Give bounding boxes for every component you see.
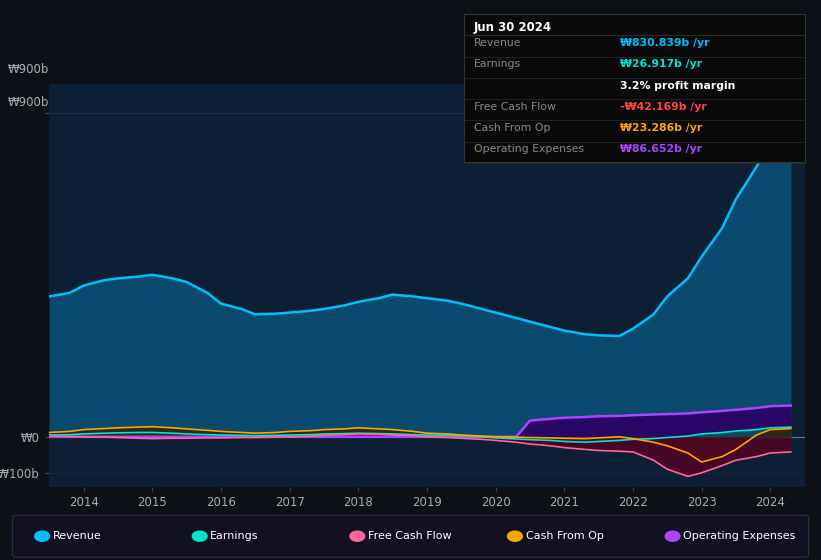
Text: ₩900b: ₩900b [7, 96, 49, 109]
Text: Cash From Op: Cash From Op [474, 123, 550, 133]
Text: Operating Expenses: Operating Expenses [474, 144, 584, 155]
Text: Revenue: Revenue [474, 38, 521, 48]
Text: Earnings: Earnings [210, 531, 259, 541]
Text: ₩86.652b /yr: ₩86.652b /yr [620, 144, 702, 155]
Text: 3.2% profit margin: 3.2% profit margin [620, 81, 736, 91]
Text: Revenue: Revenue [53, 531, 102, 541]
Text: ₩900b: ₩900b [7, 63, 49, 76]
Text: Operating Expenses: Operating Expenses [683, 531, 796, 541]
Text: ₩26.917b /yr: ₩26.917b /yr [620, 59, 702, 69]
Text: Earnings: Earnings [474, 59, 521, 69]
Text: -₩42.169b /yr: -₩42.169b /yr [620, 102, 707, 112]
Text: Jun 30 2024: Jun 30 2024 [474, 21, 552, 34]
Text: Cash From Op: Cash From Op [525, 531, 603, 541]
Text: Free Cash Flow: Free Cash Flow [474, 102, 556, 112]
Text: ₩23.286b /yr: ₩23.286b /yr [620, 123, 702, 133]
Text: Free Cash Flow: Free Cash Flow [368, 531, 452, 541]
Text: ₩830.839b /yr: ₩830.839b /yr [620, 38, 709, 48]
